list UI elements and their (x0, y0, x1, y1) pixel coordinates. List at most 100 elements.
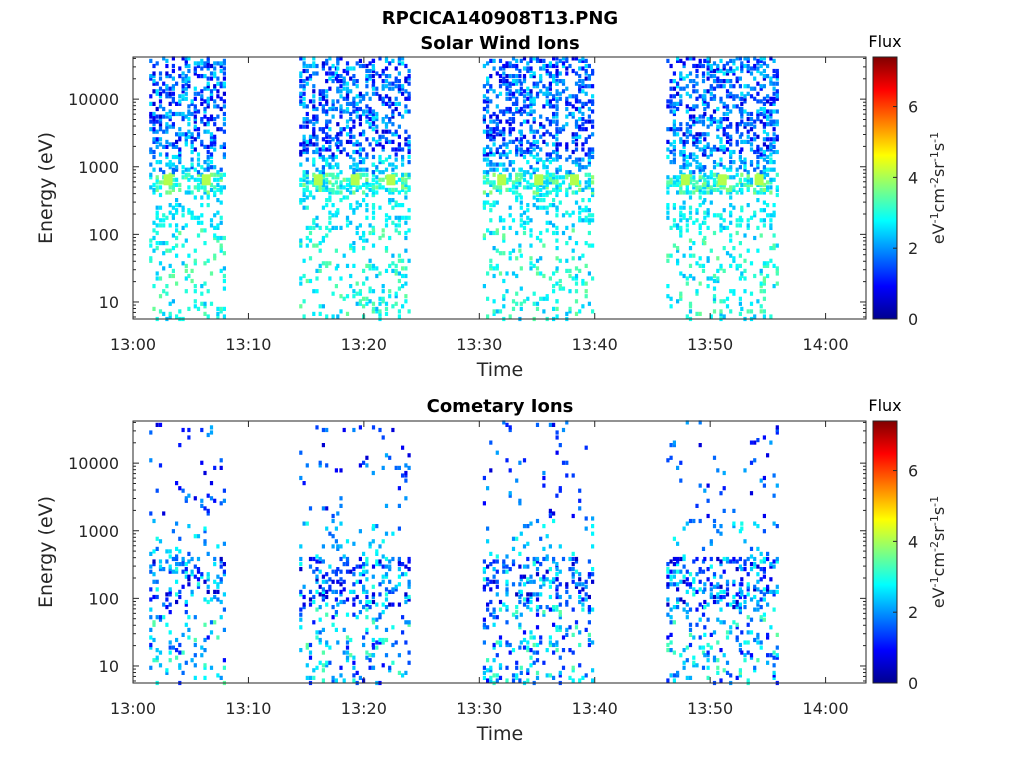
heatmap-cell (529, 182, 533, 187)
heatmap-cell (352, 678, 356, 683)
heatmap-cell (555, 61, 559, 66)
heatmap-cell (698, 114, 702, 119)
heatmap-cell (349, 205, 353, 210)
heatmap-cell (305, 117, 309, 122)
heatmap-cell (222, 665, 226, 670)
heatmap-cell (489, 162, 493, 167)
heatmap-cell (305, 180, 309, 185)
heatmap-cell (391, 304, 395, 309)
heatmap-cell (735, 76, 739, 81)
heatmap-cell (187, 551, 191, 556)
heatmap-cell (759, 640, 763, 645)
heatmap-cell (345, 640, 350, 645)
heatmap-cell (388, 117, 392, 122)
heatmap-cell (703, 96, 707, 101)
heatmap-cell (203, 675, 207, 680)
heatmap-cell (152, 559, 156, 564)
heatmap-cell (492, 579, 496, 584)
heatmap-cell (331, 569, 335, 574)
heatmap-cell (775, 185, 779, 190)
heatmap-cell (716, 147, 720, 152)
heatmap-cell (168, 569, 172, 574)
heatmap-cell (362, 63, 366, 69)
heatmap-cell (489, 119, 493, 124)
heatmap-cell (371, 266, 376, 271)
heatmap-cell (345, 195, 350, 200)
heatmap-cell (381, 610, 385, 615)
heatmap-cell (548, 71, 552, 76)
heatmap-cell (695, 289, 699, 294)
heatmap-cell (168, 273, 172, 279)
heatmap-cell (175, 243, 179, 248)
heatmap-cell (703, 210, 707, 215)
heatmap-cell (312, 569, 316, 574)
heatmap-cell (299, 648, 303, 653)
heatmap-cell (558, 175, 562, 180)
heatmap-cell (401, 84, 405, 89)
heatmap-cell (355, 149, 359, 155)
heatmap-cell (339, 132, 343, 137)
heatmap-cell (729, 185, 733, 190)
heatmap-cell (565, 225, 569, 230)
heatmap-cell (682, 599, 686, 605)
heatmap-cell (706, 602, 710, 607)
heatmap-cell (342, 427, 346, 433)
heatmap-cell (568, 213, 572, 218)
heatmap-cell (735, 122, 739, 127)
heatmap-cell (302, 258, 306, 263)
heatmap-cell (358, 147, 362, 152)
heatmap-cell (775, 187, 779, 192)
heatmap-cell (740, 567, 744, 572)
heatmap-cell (775, 119, 779, 124)
heatmap-cell (679, 460, 683, 465)
heatmap-cell (216, 238, 220, 243)
heatmap-cell (181, 71, 185, 76)
heatmap-cell (152, 284, 156, 289)
heatmap-cell (312, 122, 316, 127)
heatmap-cell (709, 200, 713, 205)
heatmap-cell (184, 167, 188, 172)
heatmap-cell (384, 248, 389, 253)
heatmap-cell (362, 230, 366, 236)
heatmap-cell (302, 86, 306, 91)
heatmap-cell (352, 289, 356, 294)
heatmap-cell (345, 650, 350, 655)
heatmap-cell (772, 670, 776, 675)
heatmap-cell (756, 602, 760, 607)
heatmap-cell (391, 205, 395, 210)
heatmap-cell (695, 117, 699, 122)
heatmap-cell (209, 63, 214, 69)
heatmap-cell (548, 635, 552, 640)
heatmap-cell (759, 99, 763, 104)
heatmap-cell (682, 144, 686, 149)
heatmap-cell (532, 129, 536, 134)
heatmap-cell (216, 584, 220, 589)
heatmap-cell (371, 154, 376, 160)
y-tick-label: 100 (88, 225, 119, 244)
heatmap-cell (482, 233, 486, 238)
heatmap-cell (772, 139, 776, 144)
heatmap-cell (489, 562, 493, 567)
heatmap-cell (394, 147, 398, 152)
heatmap-cell (325, 71, 329, 76)
heatmap-cell (486, 144, 490, 149)
heatmap-cell (505, 271, 509, 276)
heatmap-cell (321, 205, 325, 210)
heatmap-cell (158, 650, 163, 655)
heatmap-cell (685, 645, 689, 650)
heatmap-cell (318, 268, 322, 273)
heatmap-cell (328, 220, 332, 225)
heatmap-cell (515, 137, 519, 142)
heatmap-cell (722, 246, 726, 251)
heatmap-cell (762, 68, 766, 74)
heatmap-cell (732, 556, 736, 562)
heatmap-cell (342, 678, 346, 683)
heatmap-cell (532, 71, 536, 76)
heatmap-cell (676, 81, 680, 86)
heatmap-cell (381, 663, 385, 668)
heatmap-cell (552, 149, 556, 155)
heatmap-cell (591, 516, 595, 521)
heatmap-cell (203, 579, 207, 584)
heatmap-cell (762, 200, 766, 205)
heatmap-cell (219, 577, 223, 582)
